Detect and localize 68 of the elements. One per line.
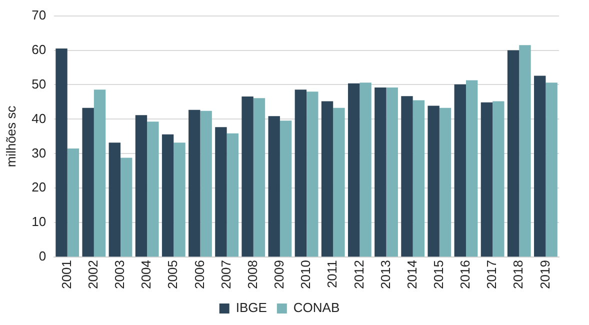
bar <box>412 100 425 257</box>
bar <box>294 90 307 257</box>
bar <box>215 127 227 257</box>
bar <box>94 90 106 257</box>
bar <box>253 98 266 257</box>
bar <box>466 80 478 257</box>
bar <box>82 108 94 257</box>
y-tick-label: 60 <box>32 42 46 57</box>
legend-label: CONAB <box>293 300 340 316</box>
bar <box>162 134 174 257</box>
bar <box>280 120 292 257</box>
x-tick-label: 2011 <box>324 260 340 288</box>
bar <box>439 108 452 257</box>
bar <box>360 82 372 257</box>
bar <box>135 115 148 257</box>
x-tick-label: 2013 <box>378 260 393 289</box>
bar <box>120 158 132 257</box>
bar <box>67 148 80 257</box>
y-tick-label: 40 <box>32 110 46 126</box>
x-tick-label: 2016 <box>458 260 473 289</box>
bar <box>108 142 120 257</box>
bar <box>386 87 398 257</box>
bar <box>226 133 238 257</box>
bar <box>333 108 345 257</box>
x-tick-label: 2004 <box>138 260 154 289</box>
bar <box>401 96 413 257</box>
bar <box>56 48 68 257</box>
x-tick-label: 2001 <box>58 260 74 289</box>
x-tick-label: 2009 <box>272 260 287 289</box>
x-tick-label: 2010 <box>298 260 314 289</box>
bar <box>519 45 531 257</box>
y-axis-title: milhões sc <box>3 105 18 168</box>
x-tick-label: 2003 <box>112 260 128 289</box>
legend-label: IBGE <box>236 300 268 316</box>
x-tick-label: 2002 <box>86 260 100 289</box>
bar <box>268 116 280 257</box>
y-tick-label: 20 <box>32 180 46 195</box>
bar <box>507 50 520 257</box>
bar <box>480 102 493 257</box>
x-tick-label: 2008 <box>244 260 260 289</box>
bar <box>306 92 318 257</box>
bar <box>428 106 440 257</box>
x-tick-label: 2005 <box>165 260 180 289</box>
bar <box>174 142 186 257</box>
y-tick-label: 30 <box>32 145 46 160</box>
x-tick-label: 2007 <box>218 260 234 289</box>
bar <box>374 87 386 257</box>
x-tick-label: 2012 <box>351 260 366 289</box>
bar <box>147 122 159 257</box>
bar <box>321 101 334 257</box>
y-tick-label: 70 <box>32 7 46 22</box>
x-tick-label: 2017 <box>484 260 500 289</box>
y-tick-label: 10 <box>32 214 46 230</box>
bar <box>546 82 558 257</box>
bar <box>454 84 466 257</box>
x-tick-label: 2018 <box>510 260 526 289</box>
x-tick-label: 2015 <box>430 260 446 289</box>
bar <box>200 110 212 257</box>
x-tick-label: 2006 <box>192 260 207 289</box>
bar <box>492 101 504 257</box>
bar <box>242 96 254 257</box>
x-tick-label: 2014 <box>404 260 420 289</box>
bar <box>188 110 200 257</box>
bar <box>534 76 546 257</box>
y-tick-label: 0 <box>38 248 46 264</box>
x-tick-label: 2019 <box>537 260 552 289</box>
bar <box>348 83 360 257</box>
y-tick-label: 50 <box>32 76 46 92</box>
